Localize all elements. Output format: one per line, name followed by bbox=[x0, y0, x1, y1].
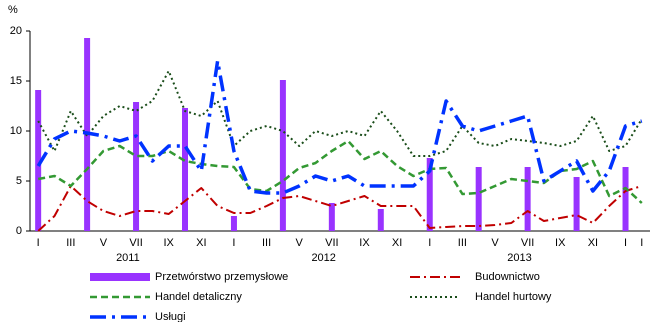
x-tick-label: IX bbox=[359, 237, 370, 249]
x-tick-label: XI bbox=[196, 237, 206, 249]
x-tick-label: V bbox=[296, 237, 304, 249]
year-label: 2011 bbox=[116, 252, 140, 264]
y-tick-label: 0 bbox=[16, 225, 22, 237]
legend-label: Handel hurtowy bbox=[475, 291, 552, 303]
bar bbox=[426, 158, 433, 231]
bar bbox=[328, 203, 335, 231]
x-tick-label: VII bbox=[129, 237, 142, 249]
bar bbox=[524, 167, 531, 231]
x-tick-label: I bbox=[428, 237, 431, 249]
legend-label: Handel detaliczny bbox=[155, 291, 242, 303]
bar bbox=[573, 177, 580, 231]
x-tick-label: I bbox=[640, 237, 643, 249]
x-tick-label: III bbox=[66, 237, 75, 249]
legend-swatch bbox=[90, 273, 150, 281]
year-label: 2012 bbox=[311, 252, 335, 264]
x-tick-label: I bbox=[37, 237, 40, 249]
x-tick-label: IX bbox=[555, 237, 566, 249]
bar bbox=[35, 90, 42, 231]
y-tick-label: 5 bbox=[16, 175, 22, 187]
legend-label: Przetwórstwo przemysłowe bbox=[155, 271, 288, 283]
x-tick-label: XI bbox=[588, 237, 598, 249]
bar bbox=[279, 80, 286, 231]
x-tick-label: XI bbox=[392, 237, 402, 249]
x-tick-label: V bbox=[491, 237, 499, 249]
line bbox=[37, 70, 643, 157]
x-tick-label: V bbox=[100, 237, 108, 249]
legend-label: Usługi bbox=[155, 311, 186, 322]
bar bbox=[622, 167, 629, 231]
y-axis-label: % bbox=[8, 4, 18, 16]
bar bbox=[230, 216, 237, 231]
bar bbox=[377, 209, 384, 231]
y-tick-label: 10 bbox=[10, 125, 22, 137]
x-tick-label: I bbox=[624, 237, 627, 249]
x-tick-label: I bbox=[232, 237, 235, 249]
bar bbox=[475, 167, 482, 231]
line bbox=[37, 139, 643, 204]
x-tick-label: III bbox=[262, 237, 271, 249]
legend-label: Budownictwo bbox=[475, 271, 540, 283]
x-tick-label: VII bbox=[521, 237, 534, 249]
x-tick-label: IX bbox=[163, 237, 174, 249]
line bbox=[37, 185, 643, 232]
y-tick-label: 20 bbox=[10, 25, 22, 37]
x-tick-label: VII bbox=[325, 237, 338, 249]
year-label: 2013 bbox=[507, 252, 531, 264]
y-tick-label: 15 bbox=[10, 75, 22, 87]
bar bbox=[182, 108, 188, 231]
line bbox=[36, 59, 643, 195]
bar bbox=[133, 102, 140, 231]
x-tick-label: III bbox=[458, 237, 467, 249]
